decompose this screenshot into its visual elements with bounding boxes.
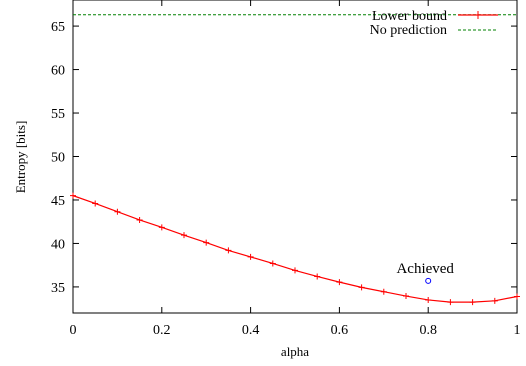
achieved-point bbox=[425, 277, 432, 284]
lower-bound-point bbox=[92, 200, 99, 207]
legend-swatch-lower-bound-marker bbox=[474, 11, 482, 19]
y-tick-label: 45 bbox=[51, 194, 65, 209]
y-axis-label: Entropy [bits] bbox=[13, 121, 28, 194]
lower-bound-point bbox=[269, 260, 276, 267]
lower-bound-point bbox=[469, 299, 476, 306]
lower-bound-markers bbox=[70, 192, 520, 306]
lower-bound-point bbox=[181, 232, 187, 239]
x-axis-label: alpha bbox=[281, 344, 309, 359]
lower-bound-point bbox=[203, 239, 210, 246]
x-tick-label: 1 bbox=[514, 323, 521, 338]
y-tick-label: 55 bbox=[51, 107, 65, 122]
lower-bound-point bbox=[425, 296, 432, 303]
x-tick-label: 0.8 bbox=[419, 323, 437, 338]
x-tick-label: 0.6 bbox=[331, 323, 349, 338]
lower-bound-point bbox=[158, 224, 165, 231]
lower-bound-point bbox=[358, 284, 365, 291]
lower-bound-point bbox=[225, 247, 232, 254]
y-tick-label: 50 bbox=[51, 151, 65, 166]
legend-label-lower-bound: Lower bound bbox=[372, 9, 447, 24]
y-axis-ticks: 35 40 45 50 55 60 65 bbox=[51, 20, 517, 296]
y-tick-label: 35 bbox=[51, 281, 65, 296]
legend: Lower bound No prediction bbox=[370, 9, 498, 38]
x-tick-label: 0 bbox=[70, 323, 77, 338]
y-tick-label: 40 bbox=[51, 237, 65, 252]
lower-bound-point bbox=[292, 267, 298, 274]
achieved-label: Achieved bbox=[396, 261, 454, 277]
x-tick-label: 0.4 bbox=[242, 323, 260, 338]
legend-label-no-prediction: No prediction bbox=[370, 23, 447, 38]
lower-bound-point bbox=[491, 297, 498, 304]
lower-bound-point bbox=[114, 208, 121, 215]
lower-bound-point bbox=[336, 279, 343, 286]
lower-bound-point bbox=[514, 293, 520, 300]
x-tick-label: 0.2 bbox=[153, 323, 171, 338]
lower-bound-point bbox=[447, 299, 454, 306]
y-tick-label: 60 bbox=[51, 64, 65, 79]
y-tick-label: 65 bbox=[51, 20, 65, 35]
lower-bound-point bbox=[380, 288, 387, 295]
lower-bound-point bbox=[314, 273, 321, 280]
lower-bound-point bbox=[70, 192, 76, 199]
lower-bound-point bbox=[403, 293, 409, 300]
lower-bound-point bbox=[136, 216, 143, 223]
x-axis-ticks: 0 0.2 0.4 0.6 0.8 1 bbox=[70, 0, 521, 338]
lower-bound-line bbox=[72, 195, 518, 303]
lower-bound-point bbox=[247, 253, 254, 260]
